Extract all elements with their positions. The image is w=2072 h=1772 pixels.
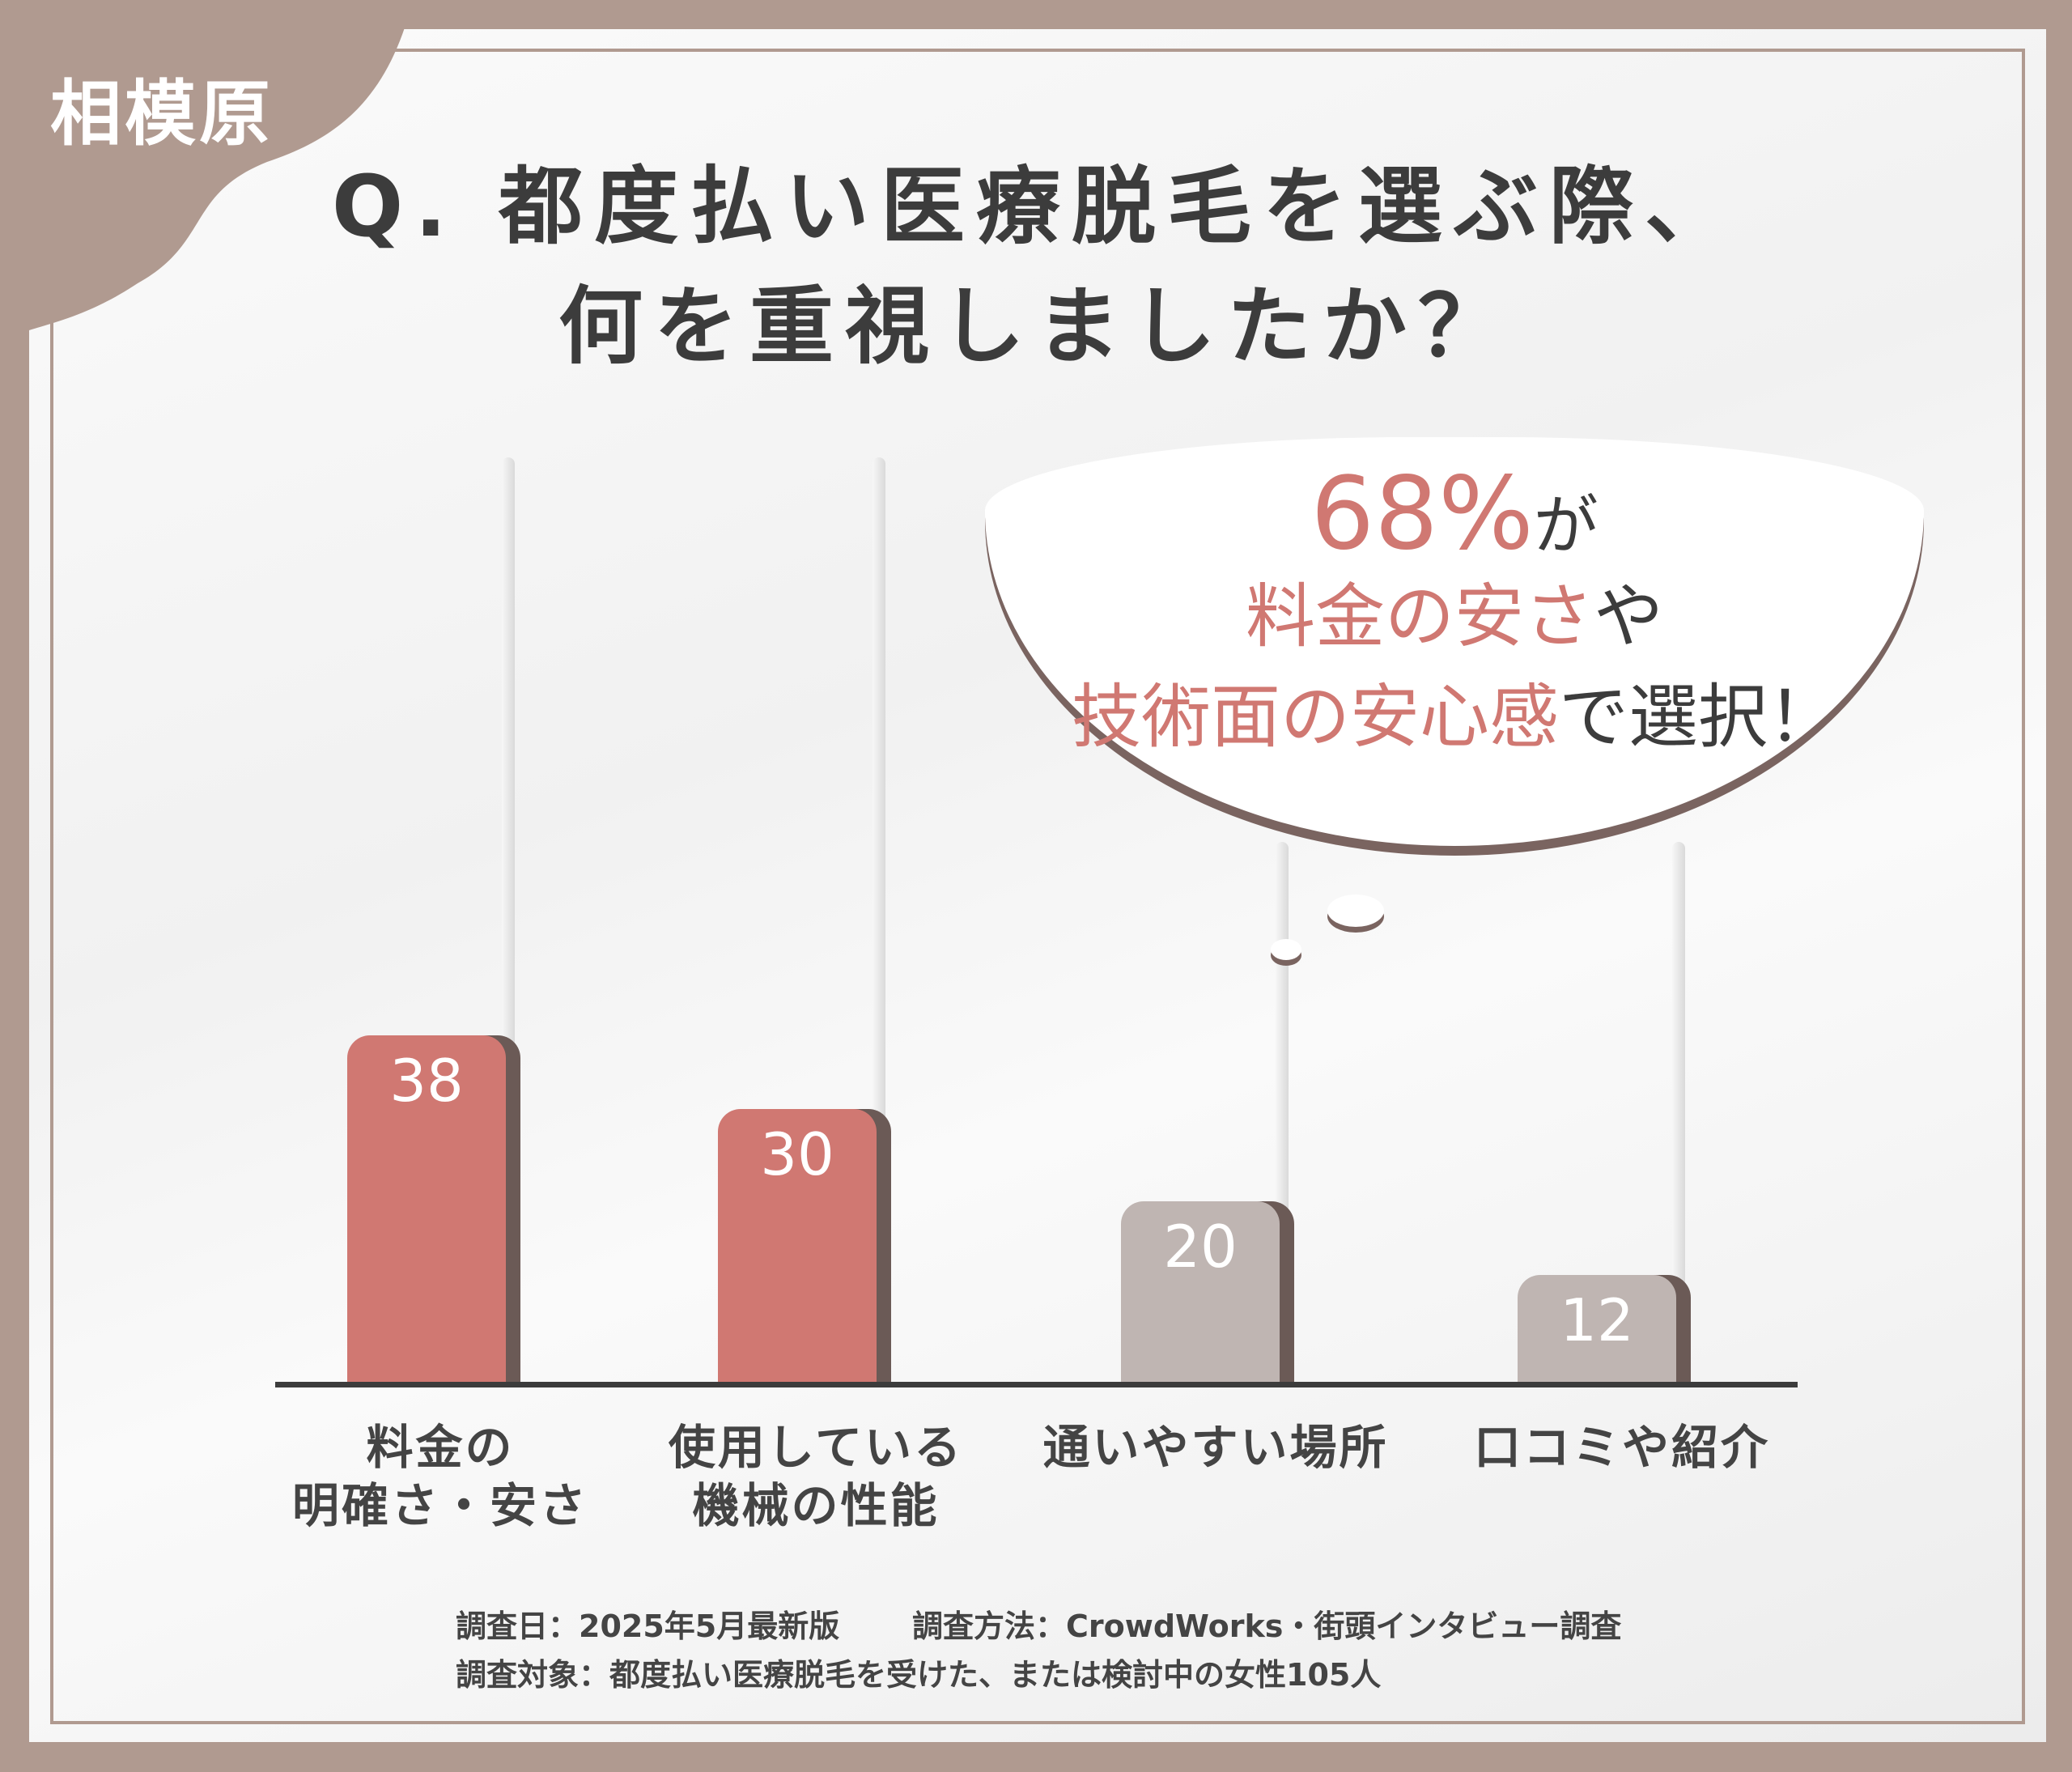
callout-text: で選択！ xyxy=(1559,677,1837,758)
category-label-line: 明確さ・安さ xyxy=(291,1478,588,1533)
callout-text: や xyxy=(1594,576,1663,657)
callout-highlight: 技術面の安心感 xyxy=(1072,677,1559,758)
bar: 12 xyxy=(1518,1274,1676,1385)
footer-target: 調査対象：都度払い医療脱毛を受けた、または検討中の女性105人 xyxy=(456,1657,1382,1693)
bar-value-label: 30 xyxy=(760,1120,834,1188)
category-label-line: 機械の性能 xyxy=(692,1478,940,1533)
callout-percent: 68% xyxy=(1310,456,1534,572)
category-label-line: 使用している xyxy=(668,1420,964,1475)
category-label: 口コミや紹介 xyxy=(1436,1418,1808,1477)
bubble-dot xyxy=(1327,894,1384,927)
bar-value-label: 38 xyxy=(389,1046,464,1115)
bar-value-label: 12 xyxy=(1560,1285,1634,1354)
title-line2: 何を重視しましたか？ xyxy=(558,277,1514,376)
badge-label: 相模原 xyxy=(50,72,274,155)
panel xyxy=(29,29,2046,1742)
bar: 30 xyxy=(718,1108,877,1385)
bubble-dot xyxy=(1271,939,1301,960)
category-label: 使用している 機械の性能 xyxy=(630,1418,1002,1535)
bar-value-label: 20 xyxy=(1163,1212,1238,1281)
bar: 20 xyxy=(1121,1200,1280,1385)
title-line1: Q. 都度払い医療脱毛を選ぶ際、 xyxy=(331,157,1741,256)
callout-line2: 料金の安さや xyxy=(985,576,1924,657)
category-label-line: 料金の xyxy=(366,1420,515,1475)
callout-line3: 技術面の安心感で選択！ xyxy=(985,677,1924,758)
badge-shape xyxy=(0,0,413,340)
frame-line xyxy=(50,49,2025,1724)
x-axis xyxy=(275,1382,1798,1387)
bg-column xyxy=(1672,842,1685,1385)
bar: 38 xyxy=(347,1035,506,1385)
category-label-line: 口コミや紹介 xyxy=(1473,1420,1770,1475)
category-label: 料金の 明確さ・安さ xyxy=(254,1418,626,1535)
footer-method: 調査方法：CrowdWorks・街頭インタビュー調査 xyxy=(912,1608,1622,1644)
callout-highlight: 料金の安さ xyxy=(1246,576,1594,657)
category-label-line: 通いやすい場所 xyxy=(1042,1420,1389,1475)
callout-suffix: が xyxy=(1533,488,1599,563)
callout-line1: 68%が xyxy=(985,453,1924,587)
footer-date: 調査日：2025年5月最新版 xyxy=(456,1608,840,1644)
category-label: 通いやすい場所 xyxy=(1030,1418,1402,1477)
